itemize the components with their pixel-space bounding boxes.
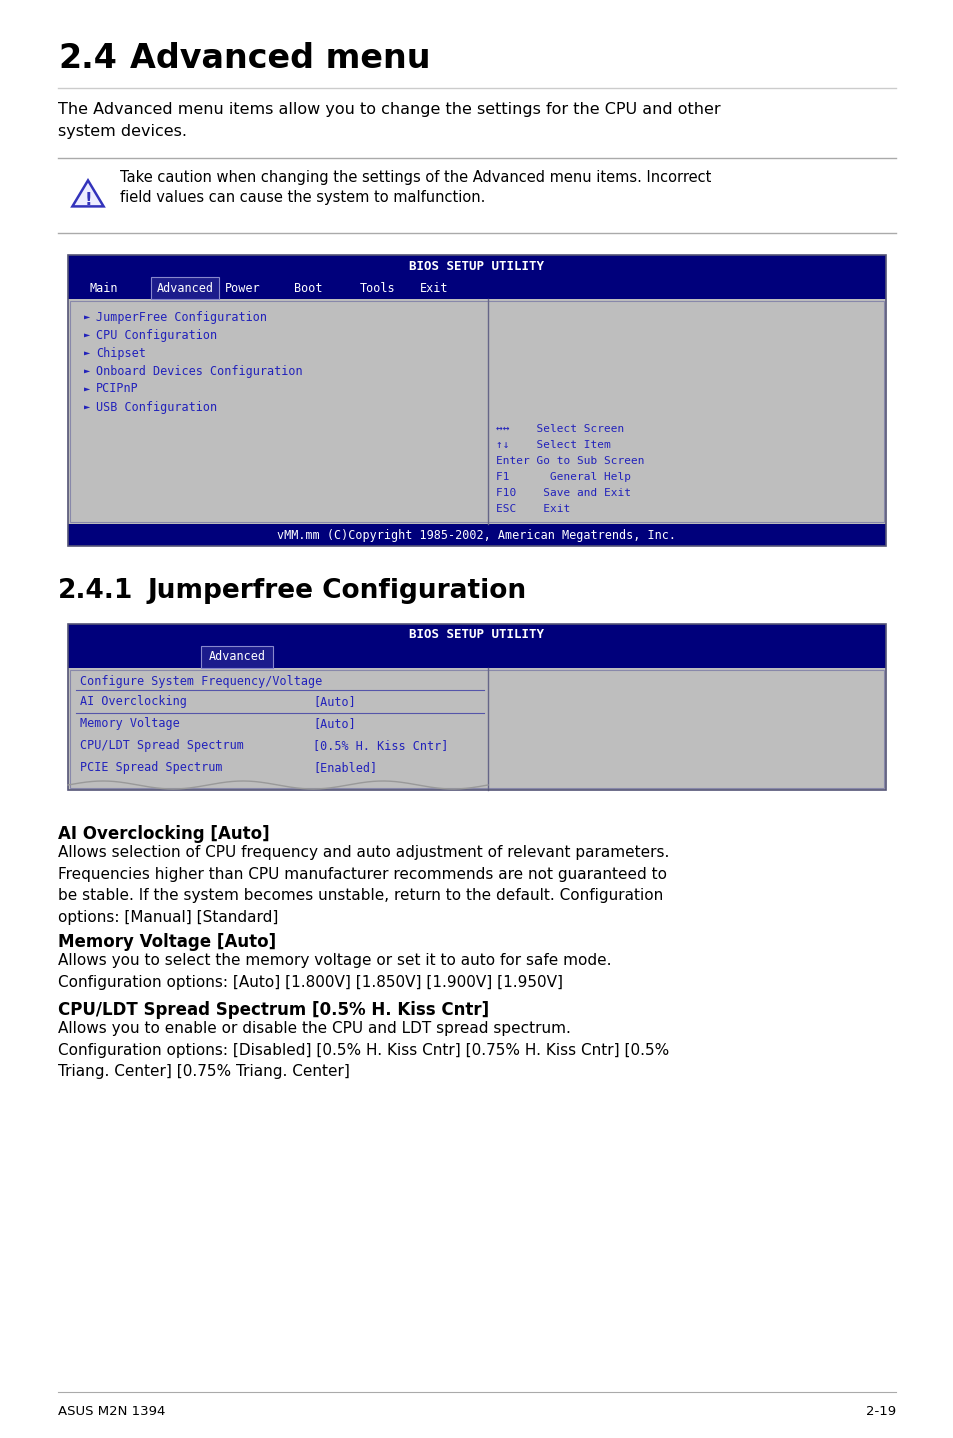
- Polygon shape: [72, 180, 104, 207]
- Text: AI Overclocking [Auto]: AI Overclocking [Auto]: [58, 825, 270, 843]
- Text: ►: ►: [84, 329, 91, 339]
- Text: Memory Voltage: Memory Voltage: [80, 718, 179, 731]
- Text: !: !: [84, 191, 91, 209]
- Text: Exit: Exit: [419, 282, 448, 295]
- Text: ESC    Exit: ESC Exit: [496, 503, 570, 513]
- Bar: [70, 670, 883, 788]
- Text: field values can cause the system to malfunction.: field values can cause the system to mal…: [120, 190, 485, 206]
- Bar: [68, 669, 885, 789]
- Text: BIOS SETUP UTILITY: BIOS SETUP UTILITY: [409, 628, 544, 641]
- Text: F10    Save and Exit: F10 Save and Exit: [496, 487, 630, 498]
- Text: The Advanced menu items allow you to change the settings for the CPU and other: The Advanced menu items allow you to cha…: [58, 102, 720, 116]
- Text: Advanced: Advanced: [209, 650, 265, 663]
- Text: Enter Go to Sub Screen: Enter Go to Sub Screen: [496, 456, 644, 466]
- Text: Boot: Boot: [294, 282, 322, 295]
- Text: Take caution when changing the settings of the Advanced menu items. Incorrect: Take caution when changing the settings …: [120, 170, 711, 186]
- Text: [Enabled]: [Enabled]: [313, 762, 376, 775]
- Text: F1      General Help: F1 General Help: [496, 472, 630, 482]
- Text: system devices.: system devices.: [58, 124, 187, 139]
- Text: 2.4.1: 2.4.1: [58, 578, 133, 604]
- Text: ↑↓    Select Item: ↑↓ Select Item: [496, 440, 610, 450]
- Text: ►: ►: [84, 384, 91, 394]
- Text: Chipset: Chipset: [96, 347, 146, 360]
- Text: [0.5% H. Kiss Cntr]: [0.5% H. Kiss Cntr]: [313, 739, 448, 752]
- Text: Advanced: Advanced: [156, 282, 213, 295]
- Text: vMM.mm (C)Copyright 1985-2002, American Megatrends, Inc.: vMM.mm (C)Copyright 1985-2002, American …: [277, 529, 676, 542]
- Text: ASUS M2N 1394: ASUS M2N 1394: [58, 1405, 165, 1418]
- Text: ↔↔    Select Screen: ↔↔ Select Screen: [496, 424, 623, 434]
- Text: Power: Power: [225, 282, 260, 295]
- Text: Allows you to select the memory voltage or set it to auto for safe mode.
Configu: Allows you to select the memory voltage …: [58, 953, 611, 989]
- Text: Onboard Devices Configuration: Onboard Devices Configuration: [96, 364, 302, 378]
- Text: JumperFree Configuration: JumperFree Configuration: [96, 311, 267, 324]
- Text: Allows selection of CPU frequency and auto adjustment of relevant parameters.
Fr: Allows selection of CPU frequency and au…: [58, 846, 669, 925]
- Text: [Auto]: [Auto]: [313, 696, 355, 709]
- Bar: [201, 646, 273, 669]
- Text: [Auto]: [Auto]: [313, 718, 355, 731]
- Bar: [68, 255, 885, 278]
- Text: ►: ►: [84, 348, 91, 358]
- Text: Memory Voltage [Auto]: Memory Voltage [Auto]: [58, 933, 275, 951]
- Text: Advanced menu: Advanced menu: [130, 42, 430, 75]
- Text: 2.4: 2.4: [58, 42, 117, 75]
- Text: PCIPnP: PCIPnP: [96, 383, 138, 395]
- Text: CPU Configuration: CPU Configuration: [96, 328, 217, 341]
- Text: CPU/LDT Spread Spectrum: CPU/LDT Spread Spectrum: [80, 739, 244, 752]
- Text: Jumperfree Configuration: Jumperfree Configuration: [148, 578, 527, 604]
- Text: PCIE Spread Spectrum: PCIE Spread Spectrum: [80, 762, 222, 775]
- Text: Configure System Frequency/Voltage: Configure System Frequency/Voltage: [80, 676, 322, 689]
- Text: Allows you to enable or disable the CPU and LDT spread spectrum.
Configuration o: Allows you to enable or disable the CPU …: [58, 1021, 669, 1078]
- Text: ►: ►: [84, 403, 91, 413]
- Text: ►: ►: [84, 367, 91, 375]
- Text: 2-19: 2-19: [865, 1405, 895, 1418]
- Bar: [68, 624, 885, 646]
- Text: BIOS SETUP UTILITY: BIOS SETUP UTILITY: [409, 259, 544, 272]
- Bar: [68, 255, 885, 546]
- Bar: [68, 523, 885, 546]
- Bar: [68, 624, 885, 789]
- Text: Tools: Tools: [359, 282, 395, 295]
- Bar: [68, 278, 885, 299]
- Bar: [68, 646, 885, 669]
- Text: Main: Main: [90, 282, 118, 295]
- Text: AI Overclocking: AI Overclocking: [80, 696, 187, 709]
- Text: ►: ►: [84, 312, 91, 322]
- Bar: [70, 301, 883, 522]
- Text: CPU/LDT Spread Spectrum [0.5% H. Kiss Cntr]: CPU/LDT Spread Spectrum [0.5% H. Kiss Cn…: [58, 1001, 489, 1020]
- Bar: [151, 278, 219, 299]
- Bar: [68, 299, 885, 523]
- Text: USB Configuration: USB Configuration: [96, 401, 217, 414]
